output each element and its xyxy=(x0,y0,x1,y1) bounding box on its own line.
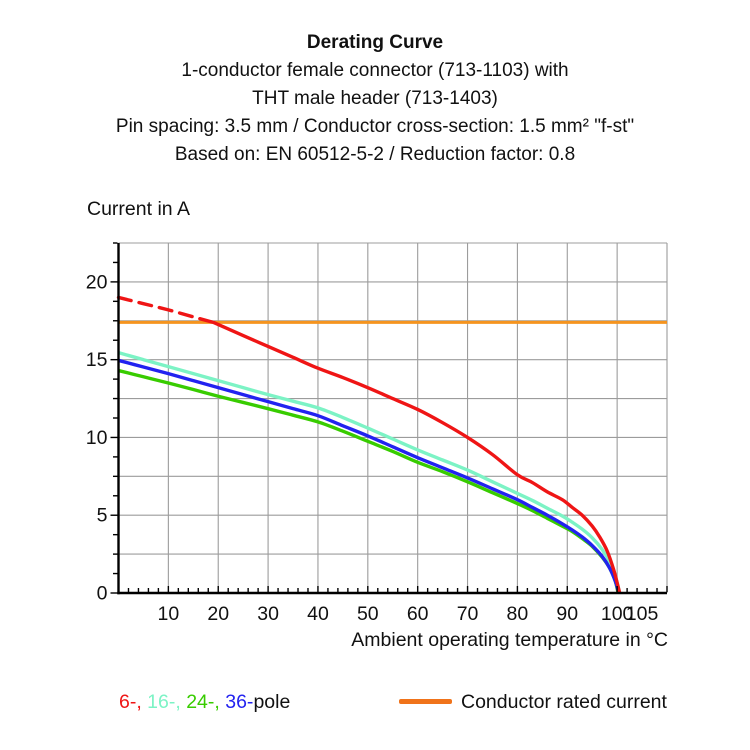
chart-subtitle-line-4: Based on: EN 60512-5-2 / Reduction facto… xyxy=(174,144,576,165)
rated-current-legend: Conductor rated current xyxy=(399,691,667,714)
svg-text:0: 0 xyxy=(97,583,108,605)
svg-text:80: 80 xyxy=(507,603,529,625)
chart-title-block: Derating Curve 1-conductor female connec… xyxy=(0,29,750,169)
chart-title: Derating Curve xyxy=(306,32,444,53)
svg-text:70: 70 xyxy=(457,603,479,625)
pole-legend-part-0: 6-, xyxy=(119,691,142,713)
curve-6-pole xyxy=(116,295,622,594)
axis-ticks xyxy=(110,242,668,594)
pole-count-legend: 6-, 16-, 24-, 36-pole xyxy=(119,691,290,714)
svg-text:20: 20 xyxy=(86,271,108,293)
pole-legend-part-3: 36- xyxy=(219,691,254,713)
svg-text:10: 10 xyxy=(158,603,180,625)
svg-text:100: 100 xyxy=(601,603,634,625)
svg-text:15: 15 xyxy=(86,349,108,371)
svg-text:60: 60 xyxy=(407,603,429,625)
x-axis-title: Ambient operating temperature in °C xyxy=(351,629,668,651)
svg-text:5: 5 xyxy=(97,505,108,527)
curve-16-pole xyxy=(118,351,622,594)
svg-text:90: 90 xyxy=(556,603,578,625)
svg-text:30: 30 xyxy=(257,603,279,625)
y-tick-labels: 0 5 10 15 20 xyxy=(86,271,108,604)
axes xyxy=(117,243,667,595)
svg-text:40: 40 xyxy=(307,603,329,625)
svg-text:105: 105 xyxy=(626,603,659,625)
svg-text:20: 20 xyxy=(207,603,229,625)
chart-subtitle-line-1: 1-conductor female connector (713-1103) … xyxy=(181,60,569,81)
rated-current-line-swatch xyxy=(399,698,452,704)
rated-current-legend-label: Conductor rated current xyxy=(461,691,667,713)
pole-legend-part-4: pole xyxy=(253,691,291,713)
chart-subtitle-line-3: Pin spacing: 3.5 mm / Conductor cross-se… xyxy=(115,116,635,137)
pole-legend-part-2: 24-, xyxy=(180,691,220,713)
chart-subtitle-line-2: THT male header (713-1403) xyxy=(252,88,498,109)
svg-text:10: 10 xyxy=(86,427,108,449)
svg-text:50: 50 xyxy=(357,603,379,625)
y-axis-title: Current in A xyxy=(87,198,190,220)
curve-36-pole xyxy=(118,358,621,594)
pole-legend-part-1: 16-, xyxy=(141,691,181,713)
